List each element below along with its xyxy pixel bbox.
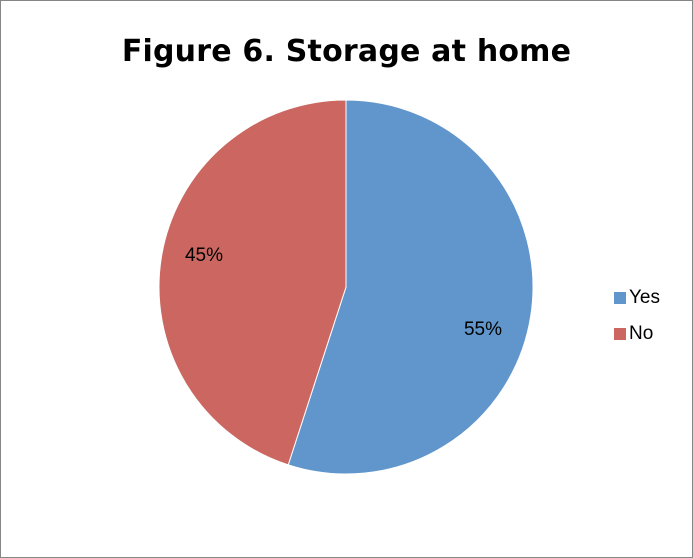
chart-title: Figure 6. Storage at home [121, 34, 572, 69]
legend-swatch-yes [614, 292, 626, 304]
legend-item-no: No [614, 322, 660, 346]
legend-item-yes: Yes [614, 286, 660, 310]
legend: Yes No [614, 286, 660, 358]
legend-swatch-no [614, 328, 626, 340]
legend-label-no: No [629, 323, 654, 344]
data-label-yes: 55% [464, 319, 502, 340]
pie-slice-no [158, 99, 347, 466]
legend-label-yes: Yes [629, 287, 660, 308]
data-label-no: 45% [185, 245, 223, 266]
pie-slice-yes [287, 99, 534, 475]
